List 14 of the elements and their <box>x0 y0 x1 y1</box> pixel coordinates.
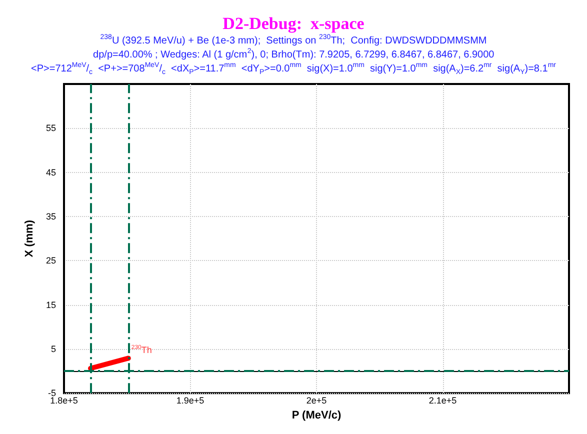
x-tick-label: 1.9e+5 <box>176 396 204 406</box>
y-tick-label: 55 <box>46 123 56 134</box>
y-tick-label: 35 <box>46 211 56 222</box>
y-tick-label: 45 <box>46 167 56 178</box>
x-tick-label: 2e+5 <box>306 396 327 406</box>
y-tick-label: 5 <box>50 344 56 354</box>
chart-title: D2-Debug: x-space <box>222 14 365 33</box>
y-axis-title: X (mm) <box>24 220 36 258</box>
x-tick-label: 1.8e+5 <box>50 396 78 406</box>
x-axis-title: P (MeV/c) <box>292 410 342 422</box>
y-tick-label: -5 <box>48 388 56 398</box>
x-tick-label: 2.1e+5 <box>428 396 457 406</box>
y-tick-label: 25 <box>46 256 56 266</box>
y-tick-label: 15 <box>46 300 56 310</box>
